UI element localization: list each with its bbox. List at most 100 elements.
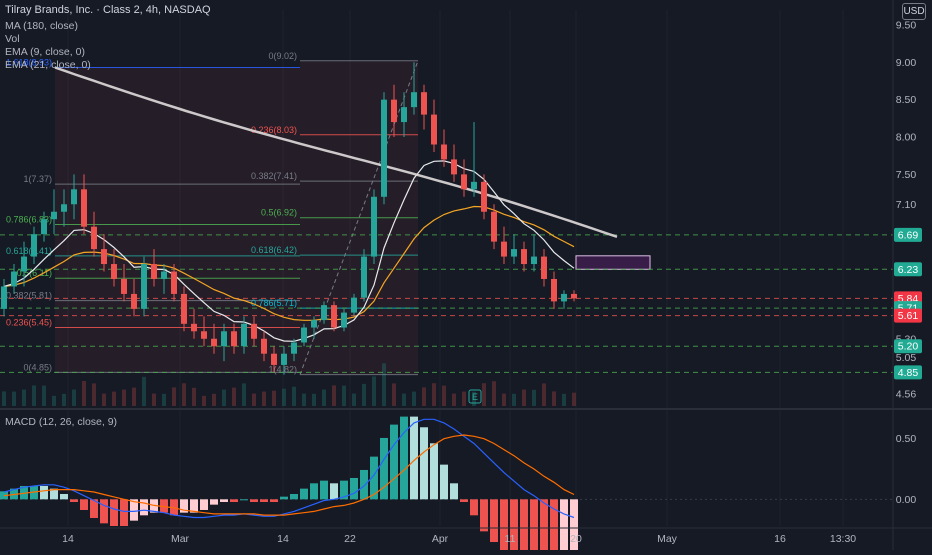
ma180-line	[54, 66, 618, 238]
macd-histogram-bar	[570, 499, 578, 551]
candle-body	[391, 99, 397, 123]
macd-histogram-bar	[70, 499, 78, 502]
candle-body	[211, 338, 217, 347]
volume-bar	[262, 391, 266, 406]
volume-bar	[32, 385, 36, 406]
fib-left-label: 0.786(6.83)	[6, 214, 52, 224]
candle-body	[21, 256, 27, 272]
candle-body	[401, 107, 407, 123]
macd-histogram-bar	[340, 480, 348, 500]
legend-ma[interactable]: MA (180, close)	[5, 20, 78, 32]
macd-histogram-bar	[140, 499, 148, 516]
macd-histogram-bar	[250, 499, 258, 502]
fib-right-label: 0.236(8.03)	[251, 125, 297, 135]
volume-bar	[22, 389, 26, 406]
volume-bar	[522, 389, 526, 406]
volume-bar	[402, 393, 406, 406]
fib-left-label: 0(4.85)	[23, 362, 52, 372]
candle-body	[491, 211, 497, 242]
volume-bar	[462, 391, 466, 406]
macd-histogram-bar	[80, 499, 88, 510]
candle-body	[281, 353, 287, 365]
candle-body	[131, 293, 137, 309]
volume-bar	[132, 387, 136, 406]
candle-body	[291, 342, 297, 354]
time-tick-label: 20	[570, 533, 582, 545]
volume-bar	[502, 393, 506, 406]
volume-bar	[72, 389, 76, 406]
macd-histogram-bar	[520, 499, 528, 555]
candle-body	[31, 234, 37, 257]
macd-histogram-bar	[470, 499, 478, 516]
candle-body	[551, 278, 557, 302]
currency-button[interactable]: USD	[902, 3, 926, 20]
volume-bar	[222, 389, 226, 406]
candle-body	[571, 293, 577, 299]
volume-bar	[202, 395, 206, 406]
time-tick-label: Mar	[171, 533, 190, 545]
candle-body	[61, 204, 67, 212]
macd-histogram-bar	[510, 499, 518, 555]
macd-histogram-bar	[400, 416, 408, 500]
candle-body	[171, 271, 177, 294]
price-tick-label: 8.00	[896, 132, 917, 144]
volume-bar	[332, 385, 336, 406]
volume-bar	[282, 388, 286, 406]
candle-body	[521, 249, 527, 265]
price-badge	[894, 365, 922, 380]
volume-bar	[292, 386, 296, 406]
candle-body	[41, 219, 47, 235]
volume-bar	[232, 387, 236, 406]
event-marker-label: E	[472, 392, 478, 402]
volume-bar	[322, 389, 326, 406]
volume-bar	[432, 383, 436, 406]
price-badge-label: 6.23	[898, 264, 919, 276]
time-tick-label: 13:30	[830, 533, 856, 545]
fib-right-label: 0.618(6.42)	[251, 245, 297, 255]
legend-vol[interactable]: Vol	[5, 33, 20, 45]
fib-levels: 1.618(8.93) 1(7.37) 0.786(6.83) 0.618(6.41)…	[6, 51, 419, 376]
volume-bar	[252, 393, 256, 406]
candle-body	[311, 320, 317, 328]
legend-ema9[interactable]: EMA (9, close, 0)	[5, 46, 85, 58]
macd-histogram-bar	[380, 437, 388, 500]
macd-histogram-bar	[240, 499, 248, 501]
candle-body	[561, 293, 567, 302]
candle-body	[1, 286, 7, 309]
volume-bar	[452, 393, 456, 406]
legend-macd[interactable]: MACD (12, 26, close, 9)	[5, 416, 118, 428]
volume-bar	[12, 391, 16, 406]
fib-right-label: 1(4.82)	[268, 365, 297, 375]
fib-left-label: 0.5(6.11)	[17, 268, 52, 278]
volume-bar	[562, 393, 566, 406]
macd-histogram-bar	[130, 499, 138, 521]
macd-histogram-bar	[110, 499, 118, 526]
macd-histogram-bar	[540, 499, 548, 555]
macd-histogram-bar	[530, 499, 538, 555]
volume-bar	[82, 381, 86, 406]
candle-body	[121, 278, 127, 294]
candle-body	[431, 114, 437, 145]
macd-histogram-bar	[60, 493, 68, 500]
macd-histogram-bar	[200, 499, 208, 510]
candle-body	[81, 189, 87, 227]
macd-histogram-bar	[360, 469, 368, 500]
fib-left-label: 1.618(8.93)	[6, 58, 52, 68]
legend-ema21[interactable]: EMA (21, close, 0)	[5, 59, 91, 71]
volume-bar	[532, 389, 536, 406]
volume-bar	[572, 392, 576, 406]
price-badge	[894, 227, 922, 242]
macd-histogram-bar	[90, 499, 98, 518]
candles[interactable]: E	[1, 62, 577, 404]
price-badge	[894, 339, 922, 354]
macd-line	[3, 418, 575, 519]
volume-bar	[392, 383, 396, 406]
candle-body	[301, 327, 307, 343]
candle-body	[481, 181, 487, 212]
macd-histogram-bar	[30, 485, 38, 500]
candle-body	[101, 249, 107, 265]
candle-body	[371, 196, 377, 257]
candle-body	[351, 297, 357, 313]
